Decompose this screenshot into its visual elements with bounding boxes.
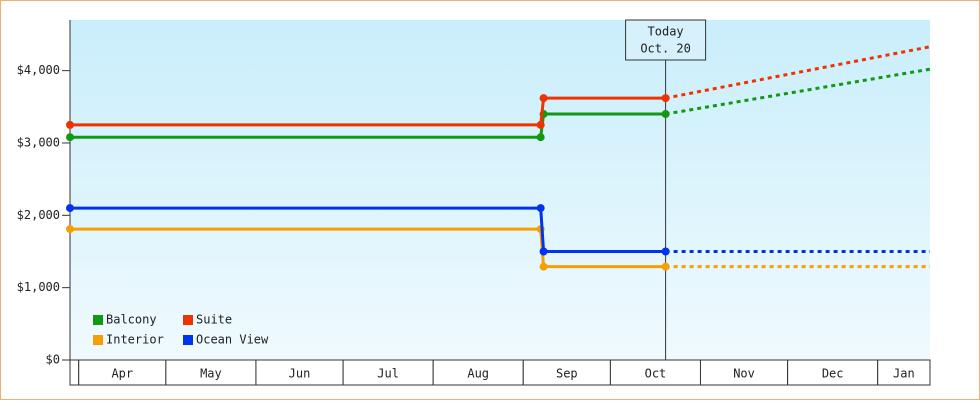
today-label: Today (648, 25, 684, 39)
point (66, 225, 74, 234)
point (536, 120, 545, 129)
x-tick-label: Jul (377, 367, 399, 381)
point (536, 204, 545, 213)
series-line (70, 96, 666, 127)
point (539, 94, 548, 103)
x-tick (609, 359, 701, 386)
point (536, 133, 545, 142)
x-tick-label: Apr (111, 367, 133, 381)
forecast-line (665, 45, 931, 100)
x-tick (699, 359, 789, 386)
series-line (70, 206, 666, 253)
legend-label: Interior (106, 333, 164, 347)
legend-swatch (93, 315, 103, 325)
legend-swatch (93, 335, 103, 345)
x-tick (877, 359, 931, 386)
point (661, 247, 670, 256)
point (661, 262, 670, 271)
plot-area (70, 20, 930, 360)
point (661, 94, 670, 103)
x-tick-label: May (200, 367, 222, 381)
x-tick-label: Nov (733, 367, 755, 381)
x-tick-label: Sep (556, 367, 578, 381)
point (661, 110, 670, 119)
legend-swatch (183, 315, 193, 325)
x-tick-label: Aug (467, 367, 489, 381)
y-tick-label: $4,000 (17, 63, 60, 77)
x-tick-label: Jan (893, 367, 915, 381)
y-tick-label: $3,000 (17, 135, 60, 149)
legend-label: Suite (196, 313, 232, 327)
x-tick-label: Dec (822, 367, 844, 381)
point (539, 262, 548, 271)
x-tick-label: Jun (289, 367, 311, 381)
today-date: Oct. 20 (640, 42, 691, 56)
y-tick-label: $0 (46, 353, 60, 367)
point (66, 133, 74, 142)
legend-label: Balcony (106, 313, 157, 327)
point (539, 247, 548, 256)
x-axis-band (69, 359, 80, 386)
x-tick-label: Oct (645, 367, 667, 381)
y-tick-label: $1,000 (17, 280, 60, 294)
today-box (625, 19, 707, 61)
point (66, 204, 74, 213)
legend-swatch (183, 335, 193, 345)
legend-label: Ocean View (196, 333, 269, 347)
x-tick (78, 359, 167, 386)
point (66, 120, 74, 129)
y-tick-label: $2,000 (17, 208, 60, 222)
